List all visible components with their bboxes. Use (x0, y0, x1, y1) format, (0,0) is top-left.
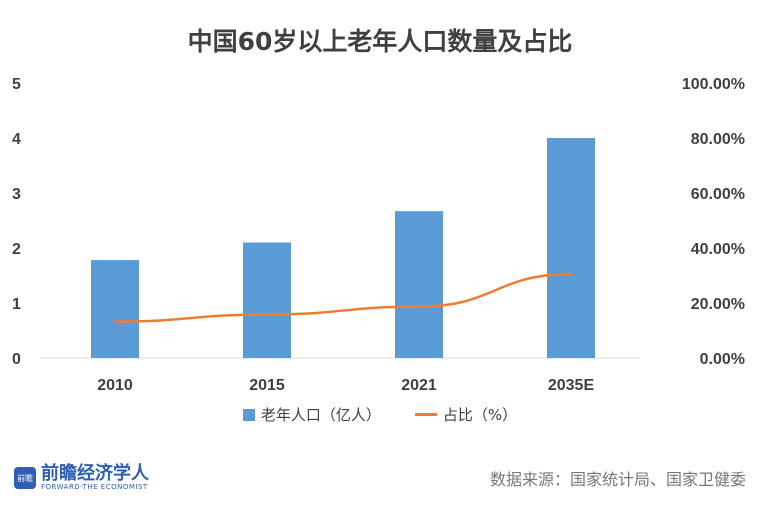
x-tick-label: 2021 (401, 377, 437, 394)
logo-mark-icon: 前瞻 (14, 467, 36, 489)
legend-label-bar: 老年人口（亿人） (260, 406, 381, 424)
source-note: 数据来源：国家统计局、国家卫健委 (489, 470, 746, 489)
chart-plot: 0 1 2 3 4 5 0.00% 20.00% 40.00% 60.00% 80.00% 100.0… (12, 76, 745, 394)
bar (395, 211, 443, 358)
y-tick-label: 1 (12, 296, 21, 313)
y-tick-label: 4 (12, 131, 21, 148)
y2-tick-label: 100.00% (682, 76, 745, 93)
y2-tick-label: 0.00% (700, 351, 745, 368)
legend-swatch-bar (242, 408, 255, 421)
legend-swatch-line (414, 413, 437, 416)
legend-label-line: 占比（%） (442, 406, 518, 424)
logo: 前瞻 前瞻经济学人 FORWARD-THE ECONOMIST (14, 465, 149, 491)
x-tick-label: 2010 (97, 377, 133, 394)
y2-tick-label: 20.00% (691, 296, 745, 313)
legend-item-line: 占比（%） (414, 404, 518, 425)
logo-name: 前瞻经济学人 (41, 463, 149, 484)
chart-title: 中国60岁以上老年人口数量及占比 (187, 27, 573, 56)
logo-subtitle: FORWARD-THE ECONOMIST (41, 483, 148, 491)
line-series (114, 272, 572, 323)
bar (91, 260, 139, 358)
line-point (113, 320, 117, 323)
bar (243, 242, 291, 358)
line-point (417, 305, 421, 308)
legend-item-bar: 老年人口（亿人） (242, 404, 381, 425)
y2-tick-label: 40.00% (691, 241, 745, 258)
y2-tick-label: 80.00% (691, 131, 745, 148)
bar (547, 138, 595, 358)
y2-tick-label: 60.00% (691, 186, 745, 203)
line-point (265, 313, 269, 316)
y-tick-label: 5 (12, 76, 21, 93)
legend: 老年人口（亿人） 占比（%） (0, 404, 760, 425)
x-tick-label: 2015 (249, 377, 285, 394)
line-point (569, 272, 573, 276)
x-tick-label: 2035E (548, 377, 595, 394)
y-tick-label: 0 (12, 351, 21, 368)
y-tick-label: 3 (12, 186, 21, 203)
y-tick-label: 2 (12, 241, 21, 258)
